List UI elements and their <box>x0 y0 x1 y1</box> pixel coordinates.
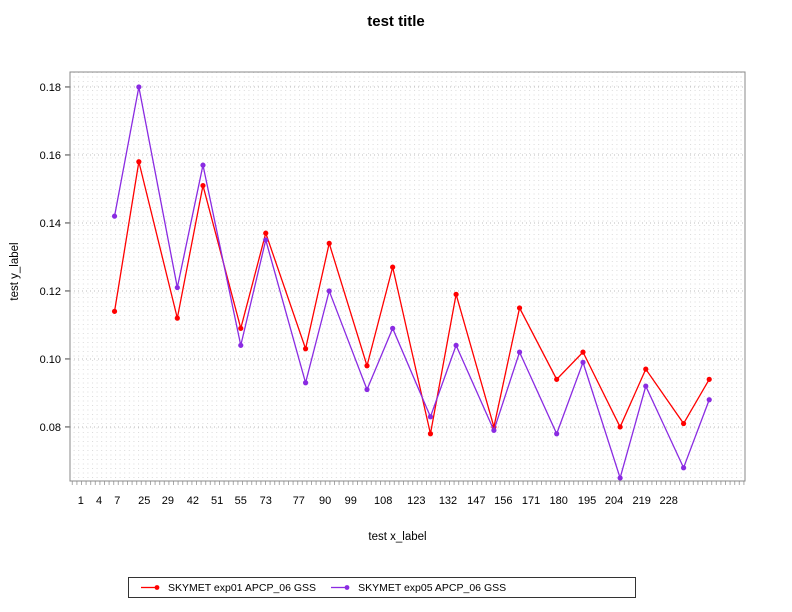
y-axis-title: test y_label <box>9 242 21 300</box>
data-point <box>111 213 118 219</box>
data-point <box>453 291 459 297</box>
x-tick-label: 77 <box>293 495 305 507</box>
data-point <box>136 84 142 90</box>
data-point <box>174 315 180 321</box>
x-axis-labels: 1 4 7 25 29 42 51 55 73 77 90 99 108 123 132 147 156 171 1… <box>78 495 678 507</box>
legend-line-dot-icon <box>141 585 160 590</box>
x-tick-label: 42 <box>187 495 199 507</box>
legend-label-exp05: SKYMET exp05 APCP_06 GSS <box>358 581 507 594</box>
x-tick-label: 7 <box>114 495 120 507</box>
series-points-1 <box>111 84 712 481</box>
y-tick-label: 0.12 <box>40 286 61 298</box>
data-point <box>554 376 560 382</box>
data-point <box>364 386 370 393</box>
data-point <box>263 230 269 236</box>
x-tick-label: 51 <box>211 495 223 507</box>
data-point <box>427 431 434 437</box>
data-point <box>326 288 332 294</box>
x-tick-label: 228 <box>660 495 678 507</box>
data-point <box>580 359 586 365</box>
data-point <box>238 342 244 348</box>
y-tick-label: 0.08 <box>40 422 61 434</box>
x-axis-minor-ticks <box>71 481 745 485</box>
series-line-0 <box>113 161 710 434</box>
x-tick-label: 108 <box>374 495 392 507</box>
x-tick-label: 25 <box>138 495 150 507</box>
data-point <box>554 431 560 437</box>
x-tick-label: 156 <box>494 495 512 507</box>
series-points-0 <box>111 159 712 437</box>
data-point <box>200 182 206 189</box>
data-point <box>516 349 523 355</box>
data-point <box>680 420 687 427</box>
data-point <box>491 427 497 433</box>
y-tick-label: 0.18 <box>40 82 61 94</box>
y-tick-label: 0.16 <box>40 150 61 162</box>
legend-entry-exp01: SKYMET exp01 APCP_06 GSS <box>140 582 316 594</box>
data-point <box>263 237 269 243</box>
data-point <box>617 424 623 430</box>
x-tick-label: 29 <box>162 495 174 507</box>
x-tick-label: 90 <box>319 495 331 507</box>
data-point <box>580 349 586 355</box>
data-point <box>706 397 712 403</box>
y-tick-label: 0.10 <box>40 354 61 366</box>
data-point <box>453 342 459 348</box>
data-point <box>326 240 332 246</box>
legend: SKYMET exp01 APCP_06 GSS SKYMET exp05 AP… <box>128 577 636 598</box>
x-tick-label: 99 <box>345 495 357 507</box>
x-tick-label: 180 <box>550 495 568 507</box>
data-point <box>516 305 523 311</box>
x-tick-label: 123 <box>407 495 425 507</box>
data-point <box>200 162 206 168</box>
x-axis-title: test x_label <box>368 531 426 543</box>
data-point <box>390 264 396 270</box>
data-point <box>364 363 370 369</box>
data-point <box>302 380 309 386</box>
data-point <box>390 325 396 331</box>
legend-label-exp01: SKYMET exp01 APCP_06 GSS <box>168 581 317 594</box>
y-axis-ticks <box>65 86 70 428</box>
plot-border <box>69 71 746 482</box>
legend-entry-exp05: SKYMET exp05 APCP_06 GSS <box>330 582 506 594</box>
y-tick-label: 0.14 <box>40 218 61 230</box>
data-point <box>643 366 649 372</box>
x-tick-label: 171 <box>522 495 540 507</box>
data-point <box>617 475 623 481</box>
data-point <box>706 376 712 382</box>
x-tick-label: 204 <box>605 495 623 507</box>
y-axis-labels: 0.18 0.16 0.14 0.12 0.10 0.08 <box>40 82 61 434</box>
data-point <box>174 284 180 291</box>
data-point <box>111 308 118 314</box>
x-tick-label: 147 <box>467 495 485 507</box>
x-tick-label: 195 <box>578 495 596 507</box>
chart-title: test title <box>367 13 425 30</box>
data-point <box>427 414 434 420</box>
data-point <box>238 325 244 331</box>
data-point <box>136 159 142 165</box>
data-point <box>643 383 649 389</box>
x-tick-label: 4 <box>96 495 102 507</box>
x-tick-label: 55 <box>235 495 247 507</box>
x-tick-label: 1 <box>78 495 84 507</box>
x-tick-label: 219 <box>633 495 651 507</box>
data-point <box>680 465 687 471</box>
legend-line-dot-icon <box>331 585 350 590</box>
grid-dots <box>70 72 745 481</box>
x-tick-label: 132 <box>439 495 457 507</box>
series-line-1 <box>113 86 710 481</box>
data-point <box>302 346 309 352</box>
x-tick-label: 73 <box>260 495 272 507</box>
